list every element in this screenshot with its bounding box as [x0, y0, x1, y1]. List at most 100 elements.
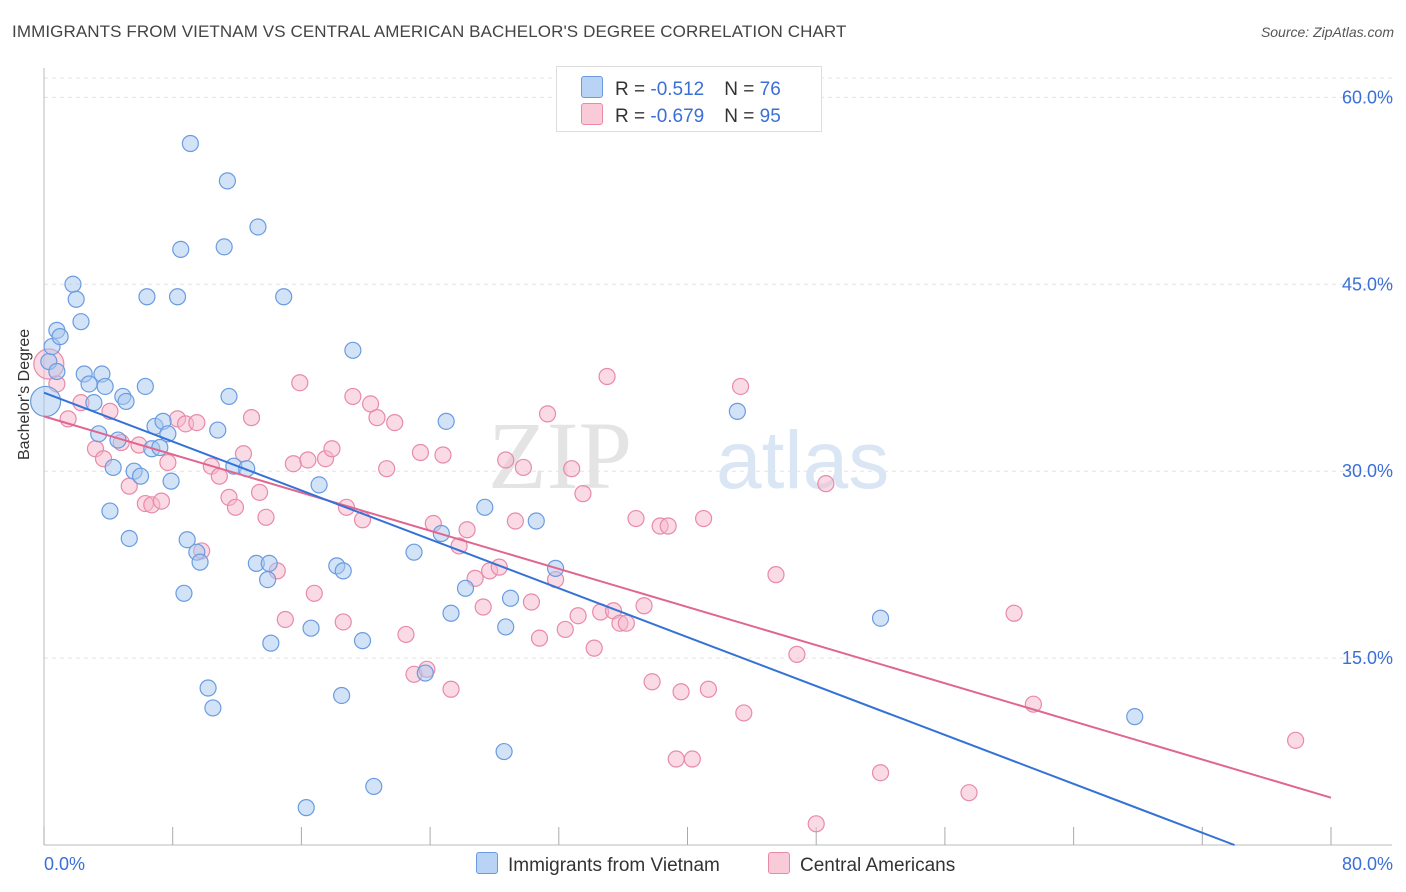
- vietnam-point: [30, 385, 62, 418]
- r-value: -0.679: [650, 106, 705, 127]
- central-americans-point: [667, 750, 685, 768]
- vietnam-point: [101, 502, 119, 520]
- central-americans-point: [788, 645, 806, 663]
- central-americans-point: [250, 483, 269, 501]
- vietnam-point: [249, 218, 267, 236]
- chart-title: IMMIGRANTS FROM VIETNAM VS CENTRAL AMERI…: [12, 22, 847, 41]
- gridlines: [44, 77, 1392, 659]
- central-americans-swatch: [581, 103, 603, 125]
- vietnam-point: [120, 529, 138, 548]
- central-americans-point: [735, 704, 753, 722]
- central-americans-trendline: [43, 415, 1332, 799]
- central-americans-point: [585, 639, 603, 657]
- central-americans-point: [344, 387, 362, 406]
- vietnam-point: [437, 412, 455, 430]
- central-americans-point: [305, 584, 323, 602]
- vietnam-point: [497, 618, 515, 636]
- vietnam-point: [501, 589, 520, 607]
- vietnam-point: [181, 134, 199, 153]
- central-americans-point: [334, 613, 352, 631]
- central-americans-point: [556, 620, 574, 639]
- vietnam-point: [67, 290, 85, 308]
- vietnam-point: [275, 288, 293, 306]
- central-americans-point: [538, 405, 557, 423]
- n-value: 95: [759, 106, 781, 127]
- vietnam-point: [90, 425, 108, 443]
- vietnam-point: [85, 394, 103, 412]
- central-americans-point: [617, 614, 635, 632]
- vietnam-point: [218, 172, 236, 190]
- central-americans-point: [530, 629, 549, 647]
- central-americans-point: [767, 566, 785, 584]
- central-americans-point: [683, 750, 701, 768]
- n-value: 76: [759, 79, 781, 100]
- vietnam-point: [204, 699, 222, 717]
- y-tick-label: 30.0%: [1342, 461, 1393, 481]
- central-americans-point: [807, 815, 825, 833]
- central-americans-point: [226, 498, 245, 516]
- vietnam-point: [495, 742, 513, 761]
- vietnam-point: [162, 472, 180, 490]
- vietnam-point: [353, 632, 372, 650]
- vietnam-point: [131, 467, 150, 485]
- legend-item-central-americans[interactable]: Central Americans: [768, 852, 955, 877]
- central-americans-point: [506, 512, 524, 530]
- y-tick-label: 45.0%: [1342, 274, 1393, 294]
- central-americans-point: [731, 377, 750, 396]
- vietnam-point: [527, 512, 545, 530]
- central-americans-point: [699, 680, 718, 698]
- vietnam-swatch: [581, 76, 603, 98]
- n-label: N =: [724, 79, 760, 100]
- vietnam-point: [72, 313, 90, 331]
- vietnam-point: [334, 562, 352, 580]
- central-americans-point: [672, 683, 690, 701]
- central-americans-point: [563, 460, 581, 478]
- trendlines: [43, 391, 1332, 846]
- vietnam-point: [199, 679, 217, 697]
- central-americans-point: [397, 625, 415, 644]
- vietnam-point: [215, 238, 233, 256]
- central-americans-point: [643, 673, 661, 691]
- vietnam-point: [871, 609, 890, 627]
- r-label: R =: [615, 106, 651, 127]
- legend-item-vietnam[interactable]: Immigrants from Vietnam: [476, 852, 720, 877]
- x-tick-label: 0.0%: [44, 854, 85, 874]
- central-americans-point: [442, 680, 460, 698]
- central-americans-point: [276, 610, 294, 629]
- central-americans-points: [33, 348, 1305, 833]
- central-americans-point: [242, 409, 261, 427]
- central-americans-point: [871, 764, 890, 782]
- central-americans-point: [497, 451, 515, 469]
- vietnam-point: [1126, 708, 1144, 726]
- vietnam-point: [178, 531, 196, 549]
- vietnam-point: [310, 476, 328, 494]
- axes: [43, 68, 1392, 846]
- vietnam-point: [168, 288, 187, 306]
- legend-label: Immigrants from Vietnam: [508, 855, 720, 876]
- central-americans-point: [386, 413, 404, 432]
- central-americans-point: [450, 537, 468, 555]
- vietnam-point: [262, 634, 280, 652]
- central-americans-point: [159, 453, 177, 472]
- vietnam-point: [405, 543, 423, 561]
- vietnam-point: [476, 498, 494, 516]
- n-label: N =: [724, 106, 760, 127]
- stats-row-vietnam: R = -0.512 N = 76: [581, 76, 781, 100]
- series-legend: Immigrants from Vietnam Central American…: [0, 852, 1406, 878]
- vietnam-point: [172, 240, 190, 258]
- central-americans-point: [569, 607, 587, 625]
- central-americans-point: [635, 597, 653, 615]
- central-americans-swatch: [768, 852, 790, 874]
- central-americans-point: [522, 593, 541, 611]
- central-americans-point: [152, 492, 171, 510]
- vietnam-point: [365, 777, 383, 796]
- vietnam-point: [136, 377, 154, 396]
- central-americans-point: [598, 367, 616, 386]
- central-americans-point: [323, 440, 341, 458]
- stats-row-central-americans: R = -0.679 N = 95: [581, 103, 781, 127]
- vietnam-point: [344, 341, 362, 359]
- vietnam-point: [442, 604, 460, 622]
- vietnam-point: [259, 570, 277, 589]
- central-americans-point: [378, 460, 396, 478]
- y-axis-label: Bachelor's Degree: [16, 328, 33, 460]
